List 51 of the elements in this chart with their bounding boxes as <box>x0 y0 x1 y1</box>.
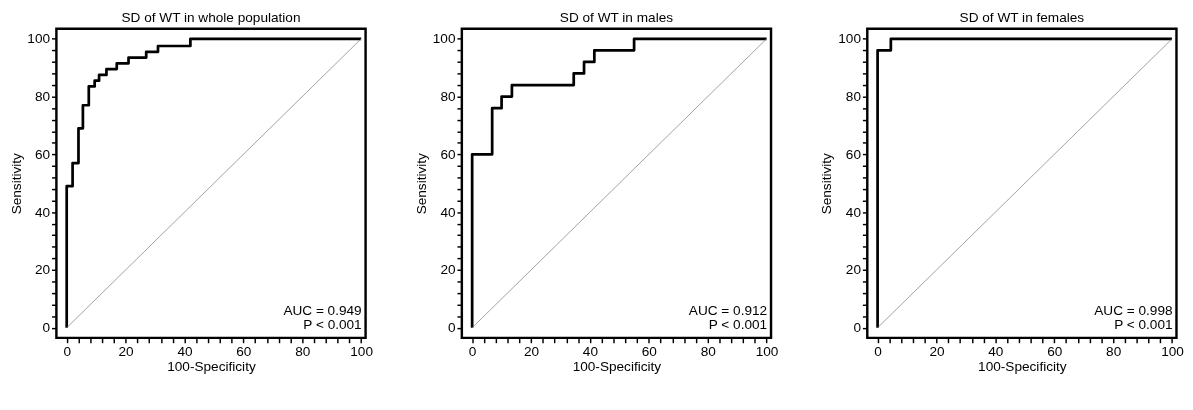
x-axis-title: 100-Specificity <box>572 359 662 375</box>
annotation: P < 0.001 <box>708 317 768 333</box>
annotation: AUC = 0.912 <box>688 302 768 318</box>
y-tick-label: 40 <box>845 204 862 220</box>
annotation: P < 0.001 <box>303 317 362 333</box>
y-axis-title: Sensitivity <box>8 152 24 215</box>
x-tick-label: 60 <box>641 343 658 359</box>
y-tick-label: 60 <box>440 146 456 162</box>
y-tick-label: 100 <box>432 31 456 47</box>
x-tick-label: 80 <box>1106 343 1122 359</box>
x-tick-label: 60 <box>236 343 252 359</box>
annotation: AUC = 0.998 <box>1094 302 1173 318</box>
y-tick-label: 0 <box>853 320 862 336</box>
chart-title: SD of WT in males <box>559 9 674 25</box>
y-tick-label: 60 <box>845 146 862 162</box>
y-tick-label: 0 <box>447 320 456 336</box>
x-tick-label: 20 <box>118 343 135 359</box>
y-tick-label: 100 <box>838 31 862 47</box>
x-tick-label: 20 <box>523 343 540 359</box>
y-tick-label: 40 <box>440 204 456 220</box>
x-axis-title: 100-Specificity <box>167 359 256 375</box>
y-tick-label: 0 <box>42 320 51 336</box>
x-tick-label: 100 <box>1161 343 1185 359</box>
x-tick-label: 40 <box>582 343 599 359</box>
x-tick-label: 20 <box>929 343 945 359</box>
x-tick-label: 0 <box>468 343 477 359</box>
y-tick-label: 100 <box>27 31 51 47</box>
annotation: AUC = 0.949 <box>283 302 362 318</box>
chart-title: SD of WT in females <box>959 9 1085 25</box>
y-tick-label: 20 <box>845 262 862 278</box>
y-tick-label: 20 <box>440 262 456 278</box>
x-tick-label: 100 <box>755 343 779 359</box>
y-tick-label: 40 <box>34 204 51 220</box>
chart-title: SD of WT in whole population <box>121 9 301 25</box>
x-tick-label: 0 <box>63 343 72 359</box>
x-tick-label: 100 <box>350 343 374 359</box>
y-tick-label: 80 <box>34 88 51 104</box>
y-tick-label: 20 <box>34 262 51 278</box>
x-tick-label: 80 <box>700 343 717 359</box>
x-tick-label: 40 <box>177 343 193 359</box>
y-axis-title: Sensitivity <box>819 152 835 215</box>
y-tick-label: 80 <box>440 88 456 104</box>
x-axis-title: 100-Specificity <box>978 359 1067 375</box>
x-tick-label: 0 <box>874 343 883 359</box>
x-tick-label: 80 <box>295 343 311 359</box>
annotation: P < 0.001 <box>1114 317 1173 333</box>
y-tick-label: 80 <box>845 88 862 104</box>
y-axis-title: Sensitivity <box>414 152 429 215</box>
x-tick-label: 40 <box>988 343 1004 359</box>
x-tick-label: 60 <box>1047 343 1063 359</box>
y-tick-label: 60 <box>34 146 51 162</box>
